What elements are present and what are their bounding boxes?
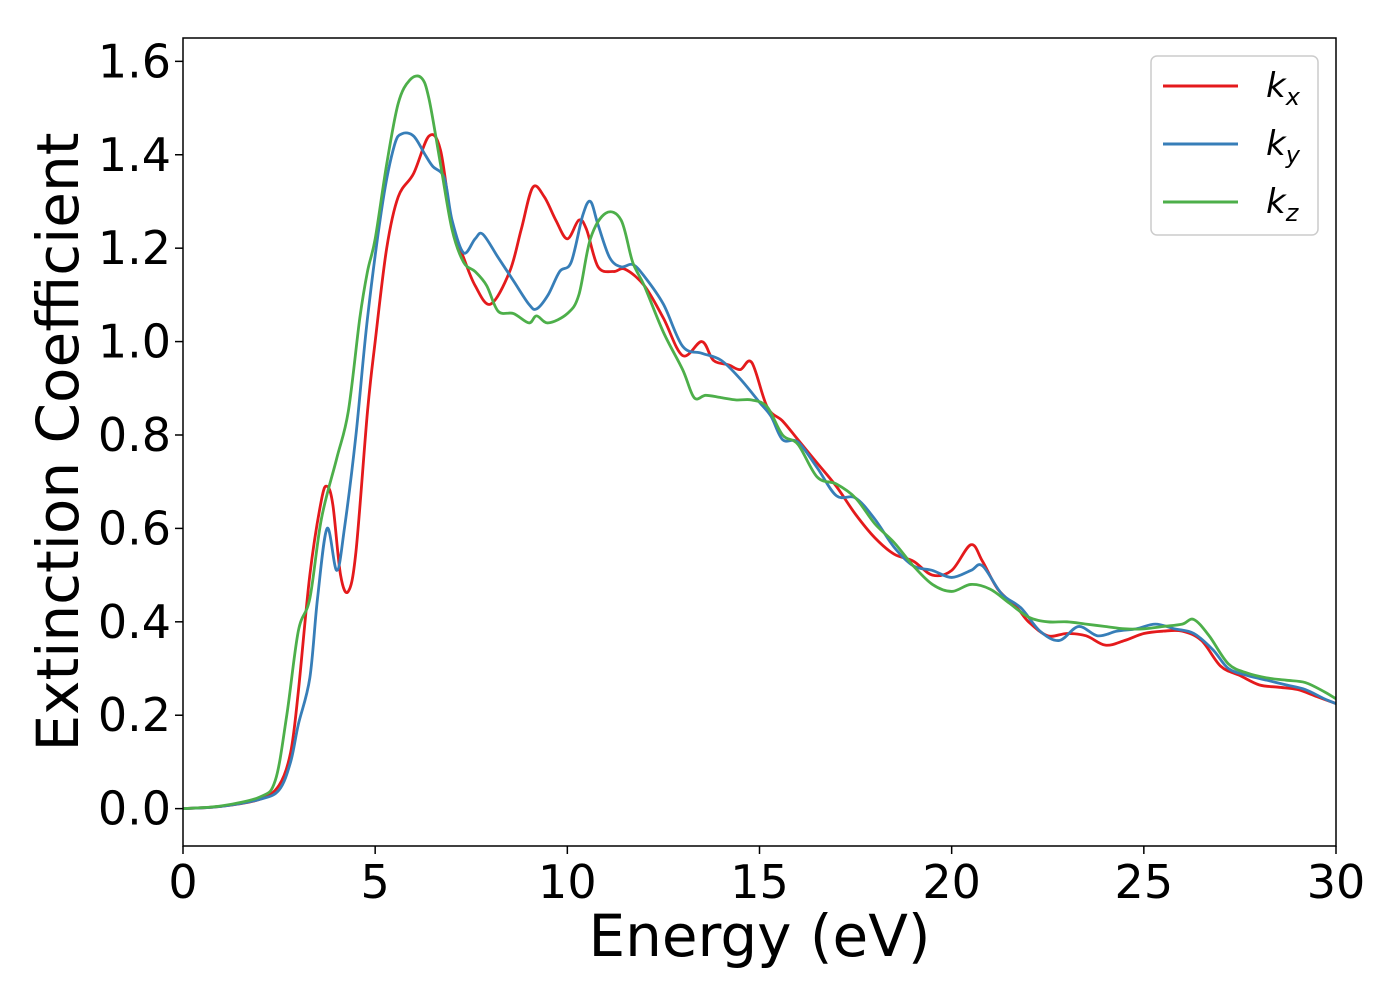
y-tick-label: 1.0 [98, 315, 171, 369]
x-tick-label: 5 [361, 855, 390, 909]
series-line-z [183, 74, 1336, 811]
y-axis-title: Extinction Coefficient [24, 133, 92, 752]
x-axis-title: Energy (eV) [588, 902, 930, 970]
y-tick-label: 0.8 [98, 408, 171, 462]
series-line-x [183, 133, 1336, 811]
y-tick-label: 1.6 [98, 34, 171, 88]
legend: kx ky kz [1150, 55, 1319, 236]
y-tick-label: 1.2 [98, 221, 171, 275]
legend-label-z: kz [1266, 182, 1300, 227]
series-layer [183, 74, 1336, 811]
x-axis: 0 5 10 15 20 25 30 [168, 846, 1365, 909]
x-tick-label: 30 [1307, 855, 1366, 909]
legend-label-x: kx [1266, 66, 1301, 111]
y-tick-label: 1.4 [98, 128, 171, 182]
y-tick-label: 0.0 [98, 782, 171, 836]
y-axis: 0.0 0.2 0.4 0.6 0.8 1.0 1.2 1.4 1.6 [98, 34, 183, 836]
y-tick-label: 0.2 [98, 688, 171, 742]
x-tick-label: 20 [922, 855, 981, 909]
x-tick-label: 15 [730, 855, 789, 909]
x-tick-label: 25 [1115, 855, 1174, 909]
x-tick-label: 10 [538, 855, 597, 909]
series-line-y [183, 131, 1336, 811]
y-tick-label: 0.4 [98, 595, 171, 649]
legend-label-y: ky [1266, 124, 1301, 169]
x-tick-label: 0 [168, 855, 197, 909]
y-tick-label: 0.6 [98, 501, 171, 555]
